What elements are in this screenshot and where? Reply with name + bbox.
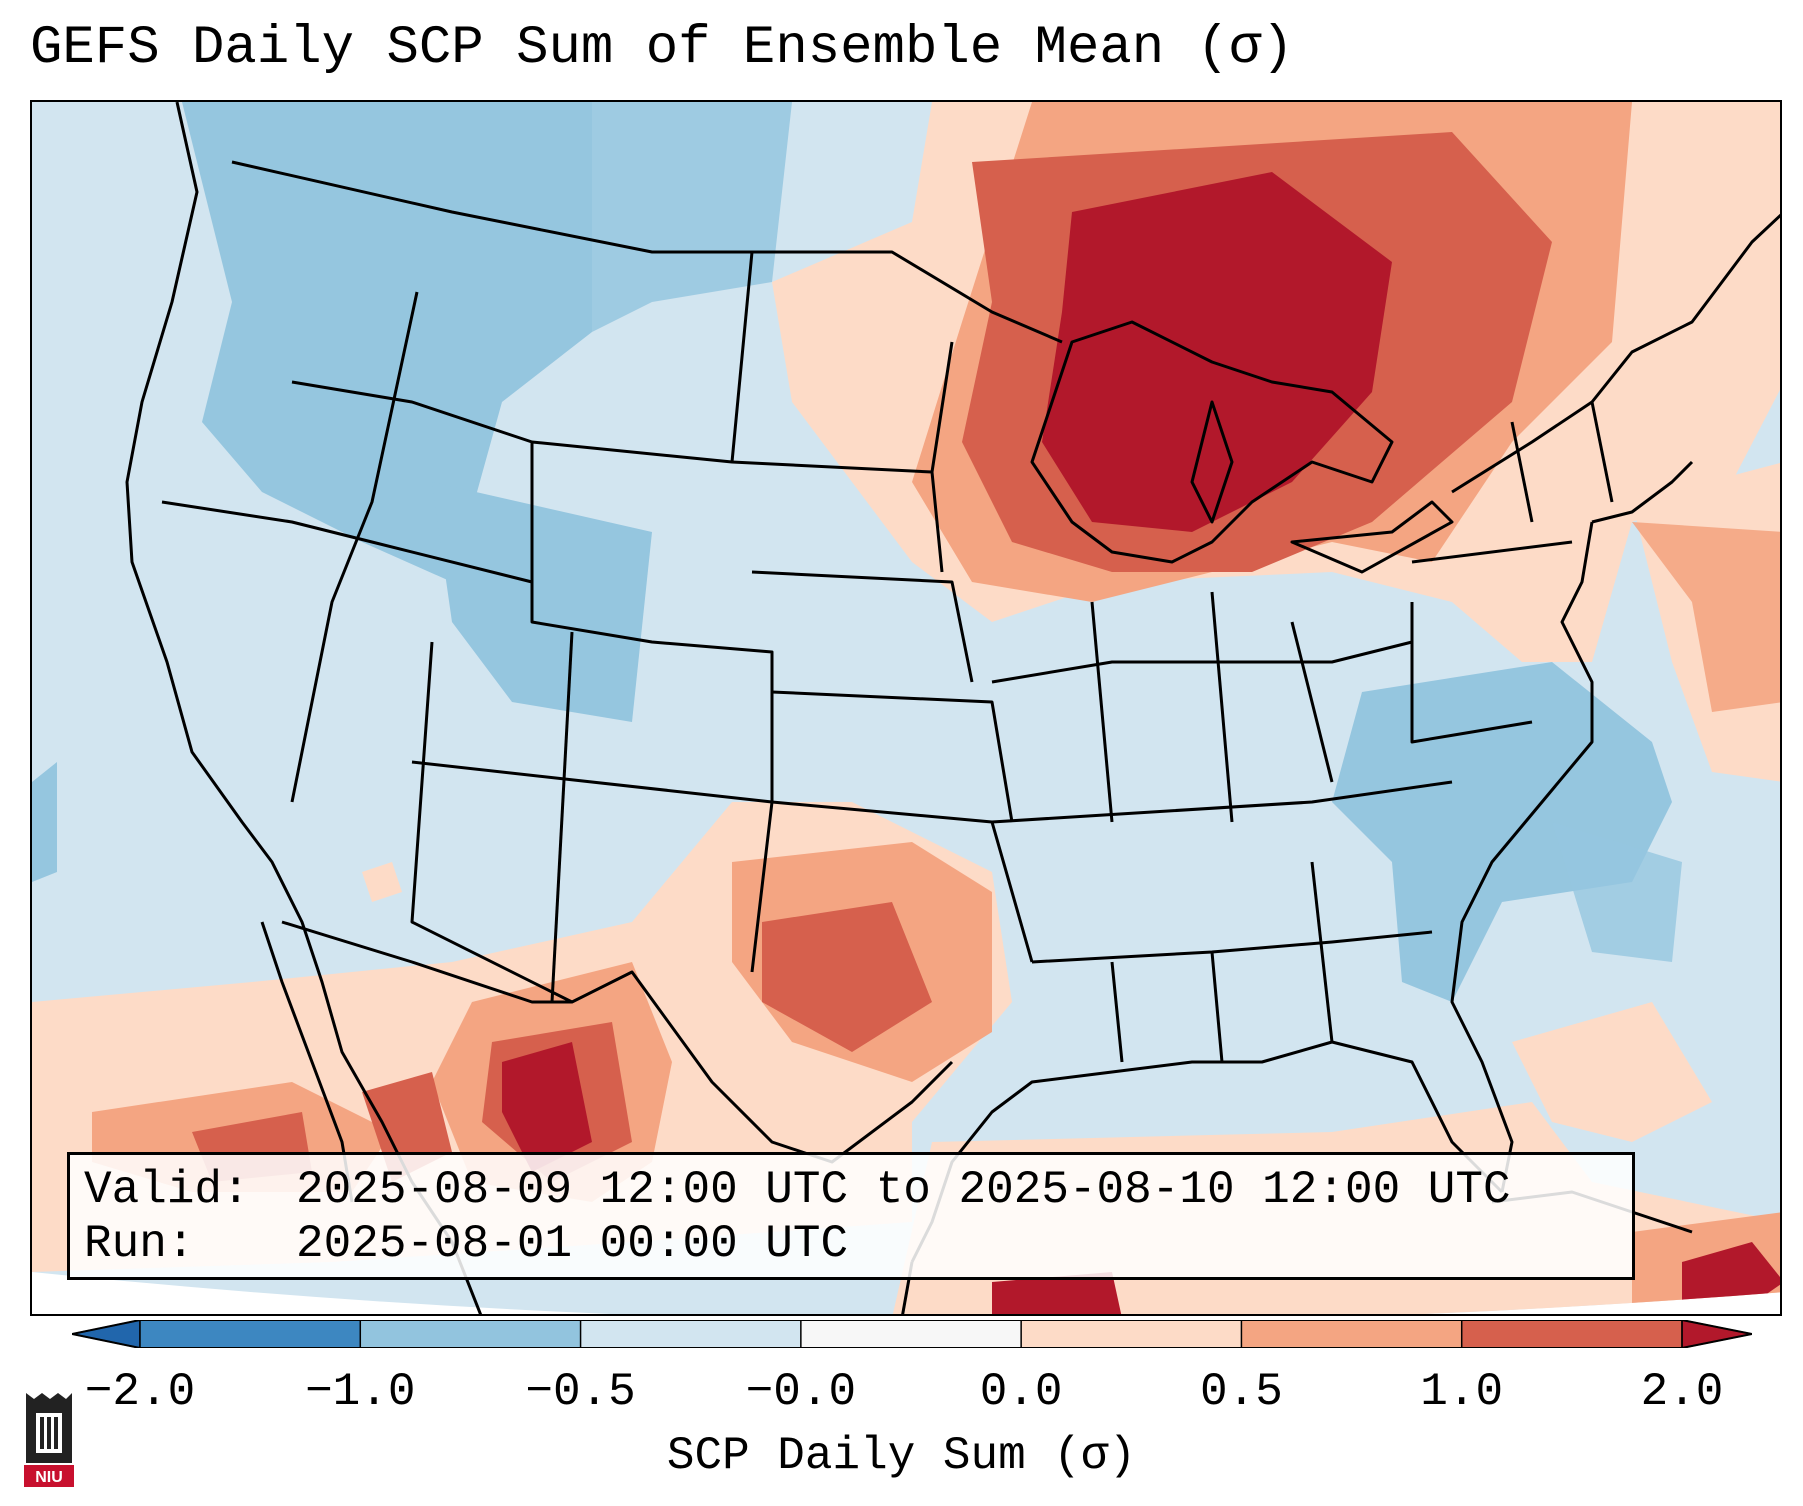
valid-value: 2025-08-09 12:00 UTC to 2025-08-10 12:00… [296, 1164, 1511, 1216]
run-value: 2025-08-01 00:00 UTC [296, 1218, 849, 1270]
colorbar-tick-label: 1.0 [1420, 1366, 1504, 1418]
info-box: Valid: 2025-08-09 12:00 UTC to 2025-08-10… [67, 1152, 1635, 1280]
colorbar-segment [140, 1320, 361, 1348]
negative-anomaly-regions [32, 102, 1682, 1002]
valid-line: Valid: 2025-08-09 12:00 UTC to 2025-08-10… [84, 1163, 1632, 1217]
run-label: Run: [84, 1218, 195, 1270]
map-canvas [32, 102, 1780, 1314]
colorbar-tick-label: −0.0 [745, 1366, 857, 1418]
colorbar [72, 1320, 1752, 1348]
colorbar-label: SCP Daily Sum (σ) [666, 1430, 1137, 1482]
colorbar-tick-label: 0.0 [979, 1366, 1063, 1418]
colorbar-tick-label: 0.5 [1200, 1366, 1283, 1418]
colorbar-segment [580, 1320, 802, 1348]
colorbar-extend-low [72, 1320, 141, 1348]
colorbar-tick-label: −2.0 [84, 1366, 196, 1418]
niu-logo-icon: NIU [24, 1393, 74, 1487]
colorbar-tick-label: 2.0 [1640, 1366, 1724, 1418]
colorbar-segment [800, 1320, 1022, 1348]
colorbar-segment [1461, 1320, 1683, 1348]
run-line: Run: 2025-08-01 00:00 UTC [84, 1217, 1632, 1271]
colorbar-segment [1021, 1320, 1242, 1348]
colorbar-tick-label: −1.0 [305, 1366, 416, 1418]
map-frame [30, 100, 1782, 1316]
colorbar-extend-high [1681, 1320, 1752, 1348]
colorbar-tick-label: −0.5 [525, 1366, 636, 1418]
colorbar-segment [360, 1320, 582, 1348]
political-boundaries [125, 102, 1780, 1314]
niu-logo-text: NIU [35, 1469, 63, 1486]
extreme-positive-regions [502, 172, 1780, 1314]
valid-label: Valid: [84, 1164, 250, 1216]
chart-title: GEFS Daily SCP Sum of Ensemble Mean (σ) [30, 18, 1294, 79]
colorbar-segment [1241, 1320, 1463, 1348]
